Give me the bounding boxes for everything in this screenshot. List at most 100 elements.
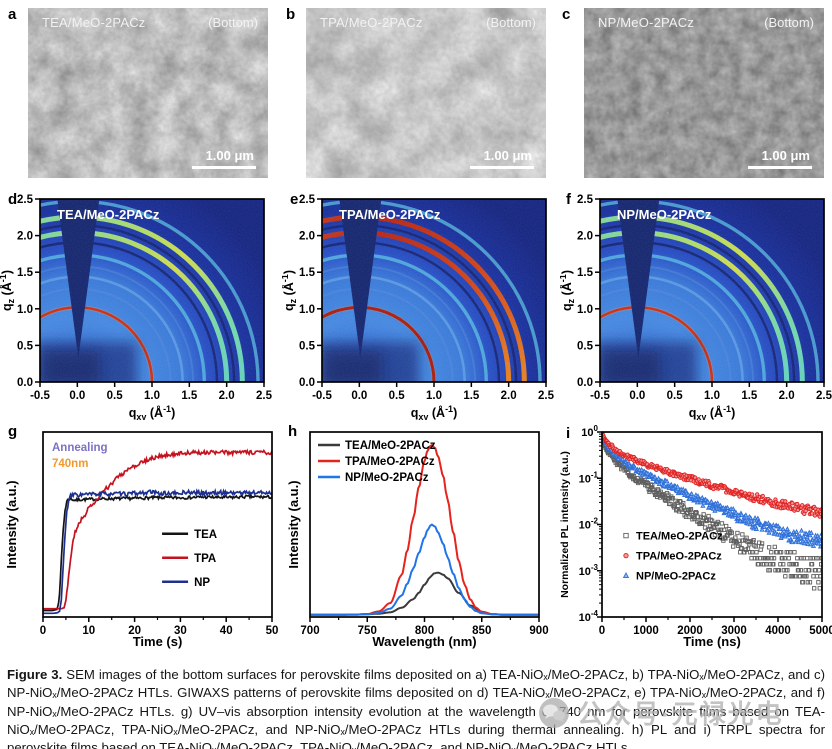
svg-text:2.0: 2.0 bbox=[299, 231, 315, 243]
giwaxs-panel-f: NP/MeO-2PACz -0.5 0.0 0.5 1.0 1.5 2.0 2.5 0.0 0.5… bbox=[558, 190, 832, 425]
svg-text:TEA/MeO-2PACz: TEA/MeO-2PACz bbox=[636, 531, 723, 543]
svg-text:1000: 1000 bbox=[633, 625, 659, 637]
svg-text:Time (ns): Time (ns) bbox=[683, 634, 741, 649]
svg-text:10-2: 10-2 bbox=[579, 517, 599, 532]
scale-bar-b bbox=[470, 165, 534, 169]
panel-letter-g: g bbox=[8, 423, 18, 440]
svg-text:2.0: 2.0 bbox=[577, 231, 593, 243]
giwaxs-svg-f: NP/MeO-2PACz-0.5 0.0 0.5 1.0 1.5 2.0 2.50.00.5… bbox=[558, 194, 832, 422]
giwaxs-svg-d: TEA/MeO-2PACz-0.5 0.0 0.5 1.0 1.5 2.0 2.50.00.… bbox=[0, 194, 273, 422]
svg-text:5000: 5000 bbox=[809, 625, 832, 637]
svg-text:0.0: 0.0 bbox=[17, 377, 33, 389]
scale-bar-label-c: 1.00 μm bbox=[761, 148, 810, 163]
chart-i-svg: 0 1000 2000 3000 4000 5000 100 10-1 10-2 10-3 10-4… bbox=[559, 424, 832, 649]
svg-text:-0.5: -0.5 bbox=[590, 390, 610, 402]
panel-letter-c: c bbox=[562, 6, 571, 23]
svg-text:NP/MeO-2PACz: NP/MeO-2PACz bbox=[345, 472, 429, 484]
svg-text:2.5: 2.5 bbox=[816, 390, 832, 402]
svg-text:900: 900 bbox=[529, 625, 548, 637]
panel-letter-b: b bbox=[286, 6, 296, 23]
chart-g-annealing: 0 10 20 30 40 50 Annealing 740nm TEA TPA NP Time (s… bbox=[0, 424, 284, 655]
svg-text:Intensity (a.u.): Intensity (a.u.) bbox=[4, 480, 19, 568]
svg-text:30: 30 bbox=[174, 625, 187, 637]
watermark-text: 公众号·元禄光电 bbox=[577, 699, 784, 729]
svg-text:NP: NP bbox=[194, 577, 210, 589]
svg-text:740nm: 740nm bbox=[52, 458, 88, 470]
svg-text:qxy (Å-1): qxy (Å-1) bbox=[411, 404, 458, 420]
sem-texture-c bbox=[584, 8, 824, 178]
svg-text:0.5: 0.5 bbox=[667, 390, 684, 402]
sem-label-a: TEA/MeO-2PACz bbox=[42, 15, 146, 30]
svg-text:0.0: 0.0 bbox=[299, 377, 315, 389]
svg-text:0: 0 bbox=[40, 625, 46, 637]
giwaxs-panel-d: TEA/MeO-2PACz -0.5 0.0 0.5 1.0 1.5 2.0 2.5 0.0 0.… bbox=[0, 190, 278, 425]
sem-texture-a bbox=[28, 8, 268, 178]
svg-text:40: 40 bbox=[220, 625, 233, 637]
sem-image-b: TPA/MeO-2PACz (Bottom) 1.00 μm bbox=[306, 8, 546, 178]
caption-figure-label: Figure 3. bbox=[7, 667, 63, 683]
panel-letter-i: i bbox=[566, 425, 571, 442]
svg-text:qz (Å-1): qz (Å-1) bbox=[560, 270, 576, 311]
svg-text:20: 20 bbox=[128, 625, 141, 637]
svg-text:qxy (Å-1): qxy (Å-1) bbox=[689, 404, 736, 420]
svg-text:0.5: 0.5 bbox=[299, 340, 316, 352]
svg-text:TEA/MeO-2PACz: TEA/MeO-2PACz bbox=[345, 440, 436, 452]
sem-texture-b bbox=[306, 8, 546, 178]
svg-text:2000: 2000 bbox=[677, 625, 703, 637]
svg-text:Time (s): Time (s) bbox=[133, 634, 183, 649]
figure-caption: Figure 3. SEM images of the bottom surfa… bbox=[7, 666, 825, 749]
svg-text:1.5: 1.5 bbox=[299, 267, 316, 279]
chart-h-svg: 700 750 800 850 900 TEA/MeO-2PACz TPA/MeO-2PAC… bbox=[286, 431, 549, 649]
svg-text:-0.5: -0.5 bbox=[30, 390, 50, 402]
sem-label-c: NP/MeO-2PACz bbox=[598, 15, 695, 30]
svg-text:TPA: TPA bbox=[194, 553, 216, 565]
svg-text:1.0: 1.0 bbox=[17, 304, 33, 316]
svg-text:1.5: 1.5 bbox=[17, 267, 34, 279]
svg-text:1.5: 1.5 bbox=[181, 390, 198, 402]
svg-text:2.0: 2.0 bbox=[501, 390, 517, 402]
svg-text:1.0: 1.0 bbox=[299, 304, 315, 316]
panel-letter-d: d bbox=[8, 191, 18, 208]
svg-text:3000: 3000 bbox=[721, 625, 747, 637]
svg-text:0.0: 0.0 bbox=[629, 390, 645, 402]
sem-bottom-tag-c: (Bottom) bbox=[764, 15, 814, 30]
svg-text:100: 100 bbox=[581, 424, 598, 439]
scale-bar-label-b: 1.00 μm bbox=[483, 148, 532, 163]
svg-text:2.5: 2.5 bbox=[577, 194, 594, 206]
svg-text:2.5: 2.5 bbox=[256, 390, 273, 402]
svg-text:2.5: 2.5 bbox=[538, 390, 555, 402]
sem-bottom-tag-a: (Bottom) bbox=[208, 15, 258, 30]
sem-image-a: TEA/MeO-2PACz (Bottom) 1.00 μm bbox=[28, 8, 268, 178]
svg-text:TEA/MeO-2PACz: TEA/MeO-2PACz bbox=[57, 207, 160, 222]
svg-text:Annealing: Annealing bbox=[52, 442, 108, 454]
panel-letter-h: h bbox=[288, 423, 298, 440]
svg-text:1.0: 1.0 bbox=[577, 304, 593, 316]
svg-text:10: 10 bbox=[82, 625, 95, 637]
svg-text:2.0: 2.0 bbox=[219, 390, 235, 402]
panel-letter-a: a bbox=[8, 6, 17, 23]
panel-letter-e: e bbox=[290, 191, 299, 208]
chart-i-trpl: 0 1000 2000 3000 4000 5000 100 10-1 10-2 10-3 10-4… bbox=[556, 424, 832, 655]
svg-text:2.5: 2.5 bbox=[17, 194, 34, 206]
giwaxs-svg-e: TPA/MeO-2PACz-0.5 0.0 0.5 1.0 1.5 2.0 2.50.00.… bbox=[280, 194, 555, 422]
svg-text:0: 0 bbox=[599, 625, 605, 637]
svg-text:1.0: 1.0 bbox=[704, 390, 720, 402]
svg-text:850: 850 bbox=[472, 625, 491, 637]
panel-letter-f: f bbox=[566, 191, 571, 208]
svg-text:0.0: 0.0 bbox=[351, 390, 367, 402]
scale-bar-c bbox=[748, 165, 812, 169]
svg-text:TEA: TEA bbox=[194, 529, 217, 541]
svg-text:1.5: 1.5 bbox=[577, 267, 594, 279]
svg-text:TPA/MeO-2PACz: TPA/MeO-2PACz bbox=[345, 456, 435, 468]
svg-text:10-1: 10-1 bbox=[579, 470, 599, 485]
svg-text:750: 750 bbox=[358, 625, 377, 637]
svg-text:10-4: 10-4 bbox=[579, 609, 599, 624]
svg-text:Intensity (a.u.): Intensity (a.u.) bbox=[286, 480, 301, 568]
svg-text:Wavelength (nm): Wavelength (nm) bbox=[372, 634, 476, 649]
svg-text:0.5: 0.5 bbox=[107, 390, 124, 402]
svg-text:1.0: 1.0 bbox=[144, 390, 160, 402]
watermark: 公众号·元禄光电 bbox=[538, 694, 784, 731]
sem-label-b: TPA/MeO-2PACz bbox=[320, 15, 423, 30]
chart-h-pl: 700 750 800 850 900 TEA/MeO-2PACz TPA/MeO-2PAC… bbox=[286, 424, 556, 655]
